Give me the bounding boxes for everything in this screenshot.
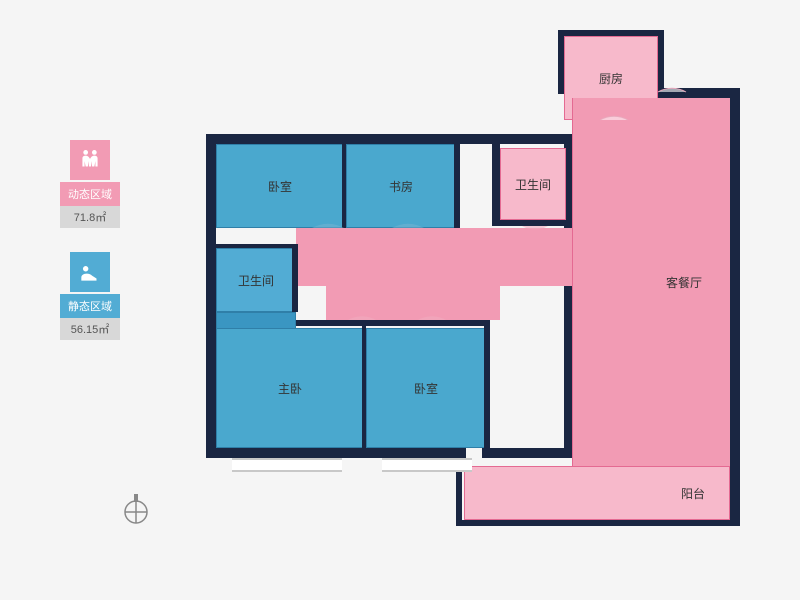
- room-kitchen-label: 厨房: [599, 70, 623, 87]
- room-corridor: [296, 228, 572, 286]
- compass-icon: [122, 492, 150, 526]
- dynamic-people-icon: [70, 140, 110, 180]
- room-bedroom2: 卧室: [366, 328, 486, 448]
- room-bedroom2-label: 卧室: [414, 380, 438, 397]
- wall: [492, 144, 500, 226]
- wall: [362, 320, 366, 448]
- window: [232, 458, 342, 472]
- wall: [296, 320, 490, 326]
- room-bath1-label: 卫生间: [515, 176, 551, 193]
- wall: [454, 144, 460, 228]
- legend-dynamic-label: 动态区域: [60, 182, 120, 206]
- room-balcony: 阳台: [464, 466, 730, 520]
- room-living-label: 客餐厅: [666, 274, 702, 291]
- room-corridor-spur: [326, 286, 500, 320]
- wall: [730, 88, 740, 526]
- legend-static-value: 56.15㎡: [60, 318, 120, 340]
- legend-static: 静态区域 56.15㎡: [60, 252, 120, 340]
- room-master-label: 主卧: [278, 380, 302, 397]
- wall: [342, 144, 346, 228]
- legend-dynamic: 动态区域 71.8㎡: [60, 140, 120, 228]
- room-balcony-label: 阳台: [681, 485, 705, 502]
- wall: [216, 244, 298, 248]
- wall: [206, 448, 466, 458]
- room-master: 主卧: [216, 328, 364, 448]
- room-bedroom1: 卧室: [216, 144, 344, 228]
- room-bedroom1-label: 卧室: [268, 178, 292, 195]
- wall: [456, 520, 740, 526]
- wall: [482, 448, 574, 458]
- room-living: 客餐厅: [572, 98, 730, 466]
- room-study-label: 书房: [389, 178, 413, 195]
- static-rest-icon: [70, 252, 110, 292]
- room-bath2: 卫生间: [216, 248, 296, 312]
- legend-static-label: 静态区域: [60, 294, 120, 318]
- legend: 动态区域 71.8㎡ 静态区域 56.15㎡: [60, 140, 120, 364]
- room-bath1: 卫生间: [500, 148, 566, 220]
- room-bath2-label: 卫生间: [238, 272, 274, 289]
- room-study: 书房: [346, 144, 456, 228]
- wall: [492, 220, 570, 226]
- wall: [658, 30, 664, 90]
- wall: [292, 248, 298, 312]
- floor-plan: 厨房 客餐厅 卫生间 阳台 卧室 书房 卫生间 主卧 卧室: [192, 30, 752, 570]
- legend-dynamic-value: 71.8㎡: [60, 206, 120, 228]
- wall: [206, 134, 216, 458]
- window: [382, 458, 472, 472]
- wall: [484, 320, 490, 448]
